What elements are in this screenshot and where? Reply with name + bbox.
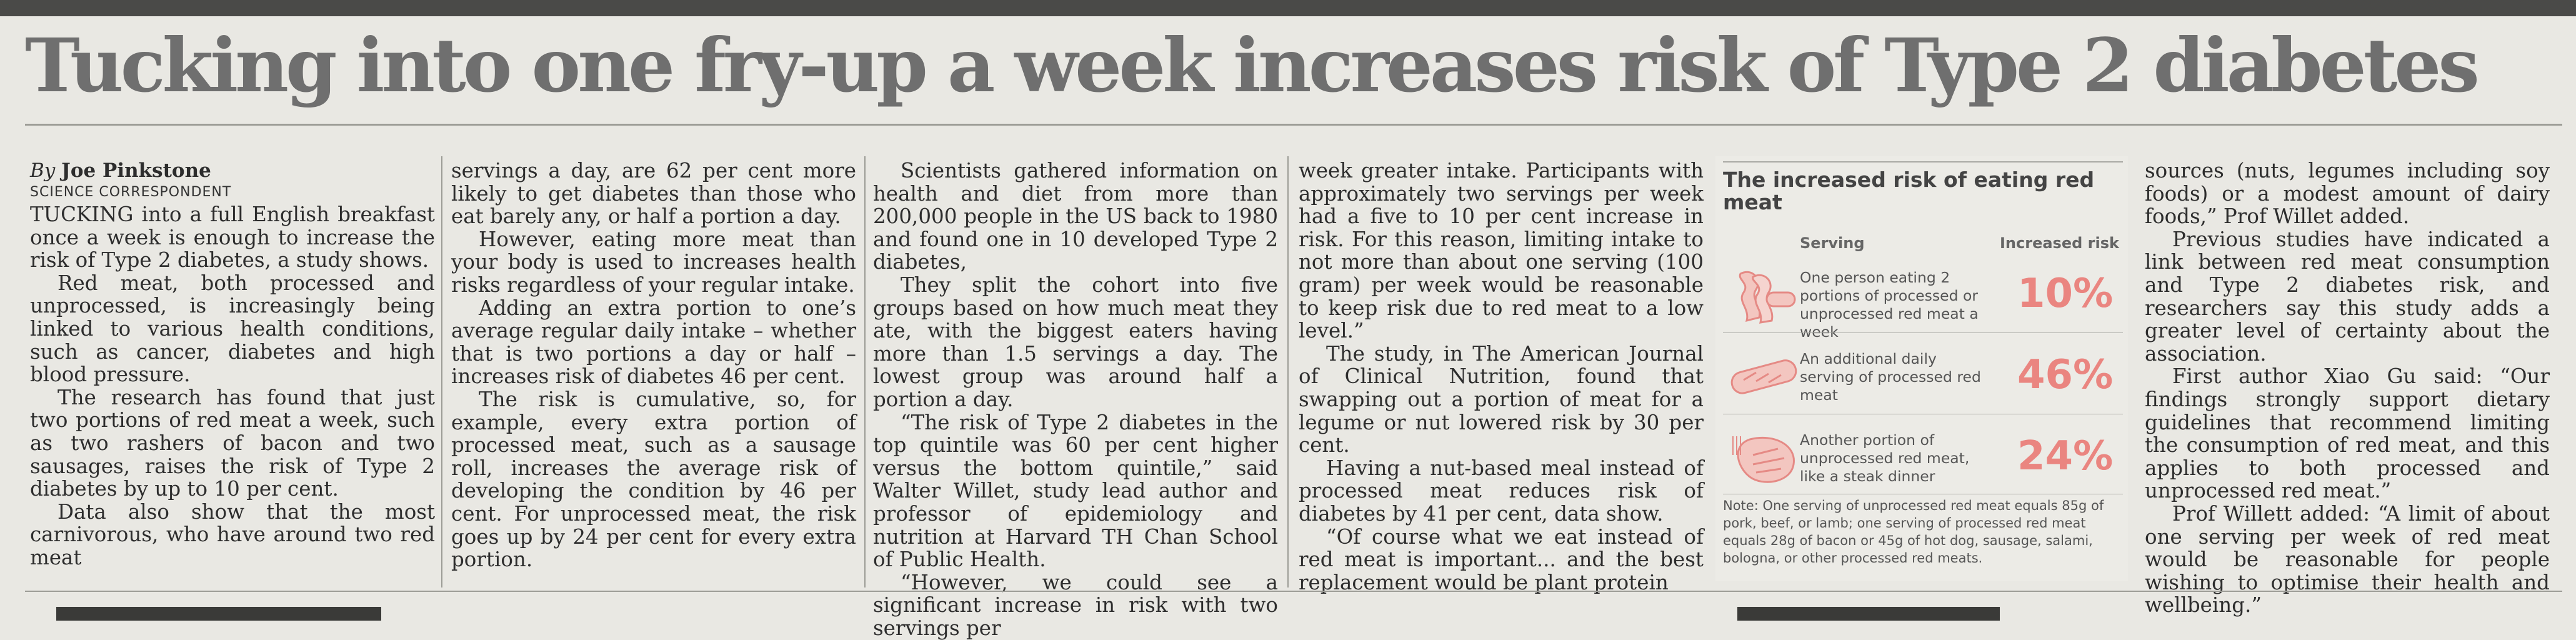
paragraph: “However, we could see a significant inc… [873, 570, 1278, 640]
article-column-4: week greater intake. Participants with a… [1299, 159, 1704, 594]
bacon-sausage-icon [1739, 271, 1796, 324]
byline: By Joe Pinkstone [30, 159, 211, 182]
panel-top-rule [1723, 161, 2123, 162]
row-divider [1723, 332, 2123, 333]
serving-description: One person eating 2 portions of processe… [1800, 269, 1979, 341]
paragraph: Having a nut-based meal instead of proce… [1299, 456, 1704, 526]
next-headline-fragment [1737, 607, 2000, 621]
column-divider [864, 156, 866, 588]
serving-description: Another portion of unprocessed red meat,… [1800, 431, 1970, 485]
infographic-title: The increased risk of eating red meat [1723, 168, 2095, 214]
headline-rule [25, 124, 2562, 126]
next-headline-fragment [56, 607, 381, 621]
paragraph: The study, in The American Journal of Cl… [1299, 341, 1704, 458]
paragraph: TUCKING into a full English breakfast on… [30, 202, 435, 272]
paragraph: Adding an extra portion to one’s average… [451, 296, 856, 389]
paragraph: The research has found that just two por… [30, 385, 435, 501]
paragraph: Red meat, both processed and unprocessed… [30, 271, 435, 387]
risk-row: One person eating 2 portions of processe… [1715, 256, 2128, 341]
paragraph: week greater intake. Participants with a… [1299, 159, 1704, 343]
byline-role: SCIENCE CORRESPONDENT [30, 184, 232, 200]
column-divider [1287, 156, 1289, 588]
infographic-panel: The increased risk of eating red meat Se… [1715, 156, 2128, 581]
headline: Tucking into one fry-up a week increases… [25, 22, 2480, 109]
risk-row: Another portion of unprocessed red meat,… [1715, 419, 2128, 494]
paragraph: sources (nuts, legumes including soy foo… [2145, 159, 2550, 229]
paragraph: Previous studies have indicated a link b… [2145, 227, 2550, 366]
bottom-rule [25, 591, 2562, 592]
risk-percentage: 24% [2017, 433, 2114, 479]
paragraph: Prof Willett added: “A limit of about on… [2145, 501, 2550, 618]
paragraph: Data also show that the most carnivorous… [30, 499, 435, 569]
paragraph: They split the cohort into five groups b… [873, 272, 1278, 411]
article-column-5: sources (nuts, legumes including soy foo… [2145, 159, 2550, 617]
serving-column-header: Serving [1800, 234, 1865, 252]
paragraph: Scientists gathered information on healt… [873, 159, 1278, 274]
sausage-icon [1730, 359, 1797, 394]
article-column-3: Scientists gathered information on healt… [873, 159, 1278, 639]
paragraph: servings a day, are 62 per cent more lik… [451, 159, 856, 229]
paragraph: “Of course what we eat instead of red me… [1299, 524, 1704, 594]
paragraph: However, eating more meat than your body… [451, 227, 856, 297]
risk-column-header: Increased risk [2000, 234, 2119, 252]
risk-row: An additional daily serving of processed… [1715, 338, 2128, 412]
page-top-edge [0, 0, 2576, 16]
risk-percentage: 46% [2017, 352, 2114, 398]
serving-description: An additional daily serving of processed… [1800, 350, 1981, 404]
article-column-2: servings a day, are 62 per cent more lik… [451, 159, 856, 571]
risk-percentage: 10% [2017, 271, 2114, 317]
infographic-note: Note: One serving of unprocessed red mea… [1723, 498, 2104, 566]
column-divider [441, 156, 442, 588]
article-column-1: By Joe Pinkstone SCIENCE CORRESPONDENT T… [30, 159, 435, 569]
paragraph: The risk is cumulative, so, for example,… [451, 387, 856, 572]
paragraph: “The risk of Type 2 diabetes in the top … [873, 410, 1278, 572]
steak-icon [1732, 436, 1795, 483]
paragraph: First author Xiao Gu said: “Our findings… [2145, 364, 2550, 503]
